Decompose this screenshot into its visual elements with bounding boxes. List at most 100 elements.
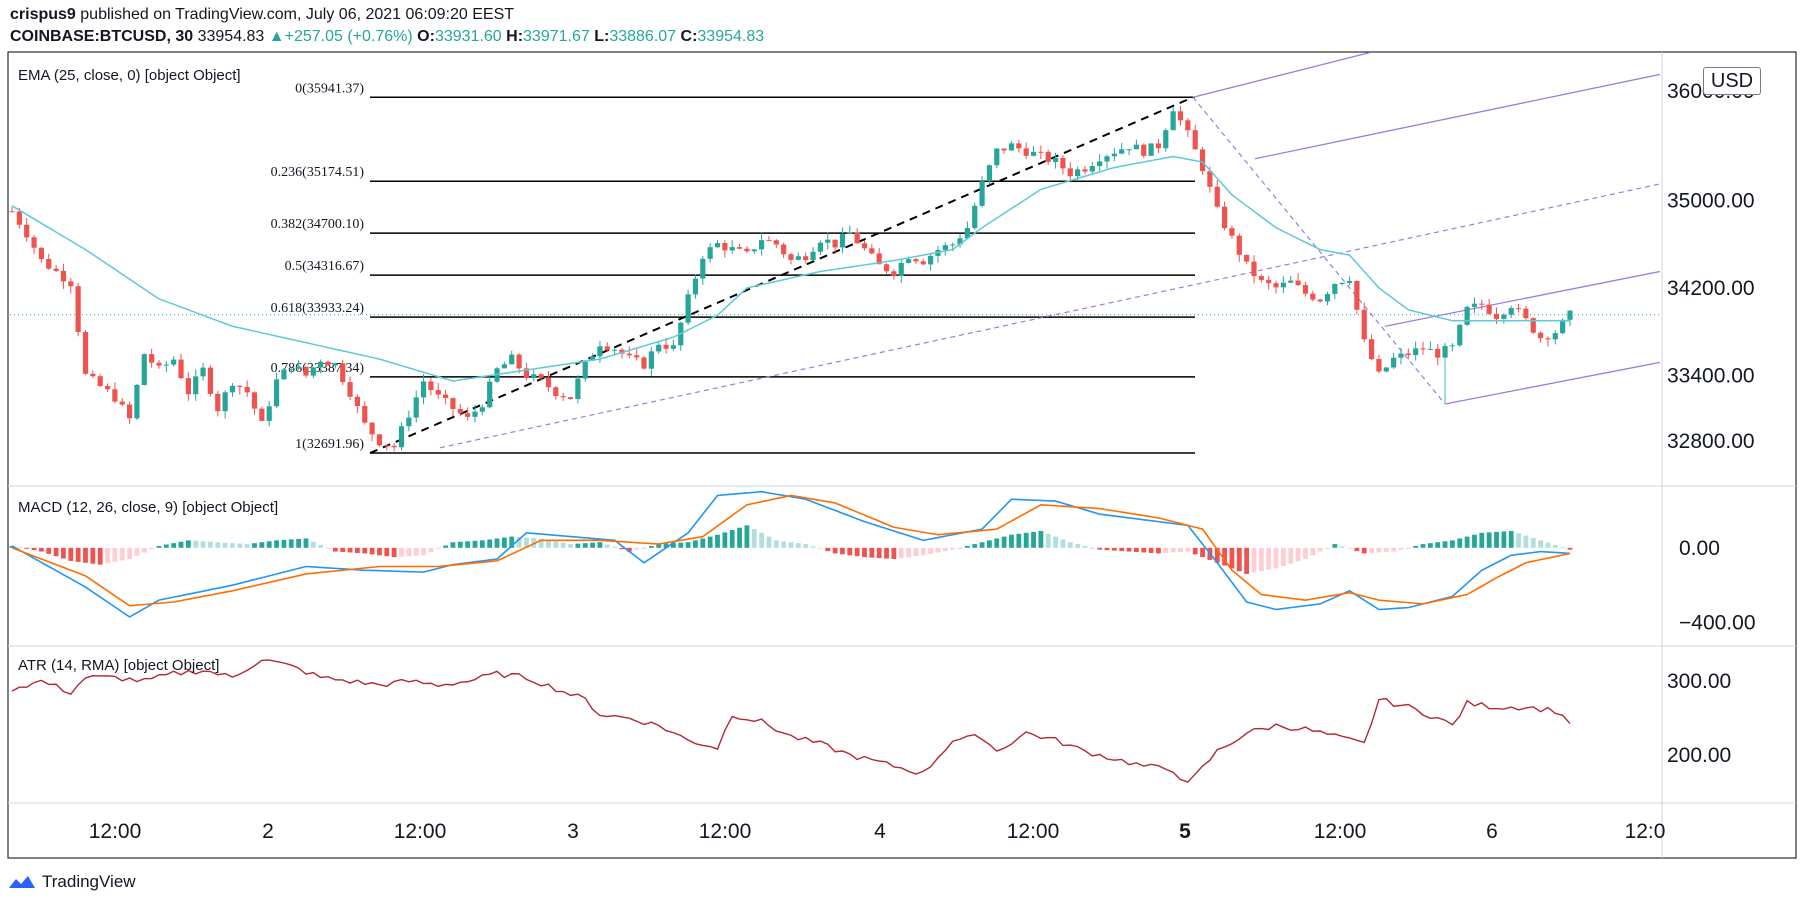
candle-body: [1523, 308, 1529, 319]
candle-body: [788, 254, 794, 260]
macd-histogram-bar: [332, 547, 338, 552]
macd-histogram-bar: [399, 547, 404, 557]
macd-histogram-bar: [1288, 547, 1294, 564]
author-name[interactable]: crispus9: [10, 6, 76, 23]
candle-body: [340, 363, 346, 383]
macd-histogram-bar: [928, 547, 934, 554]
candle-body: [523, 368, 530, 379]
macd-histogram-bar: [1538, 540, 1544, 548]
candle-body: [972, 205, 978, 229]
candle-body: [457, 408, 463, 414]
symbol-info-bar: COINBASE:BTCUSD, 30 33954.83 ▲+257.05 (+…: [10, 28, 764, 46]
macd-histogram-bar: [443, 545, 448, 548]
ema-indicator-label[interactable]: EMA (25, close, 0) [object Object]: [18, 67, 241, 84]
time-axis-tick: 12:00: [89, 820, 142, 843]
macd-indicator-label[interactable]: MACD (12, 26, close, 9) [object Object]: [18, 499, 279, 516]
footer-brand[interactable]: TradingView: [8, 872, 136, 892]
macd-histogram-bar: [1435, 542, 1441, 548]
macd-histogram-bar: [920, 547, 926, 556]
macd-histogram-bar: [413, 547, 419, 556]
candle-body: [531, 374, 537, 379]
macd-histogram-bar: [1332, 544, 1338, 548]
macd-histogram-bar: [1560, 547, 1566, 549]
macd-histogram-bar: [296, 538, 302, 548]
candle-body: [766, 240, 772, 242]
candle-body: [1089, 166, 1095, 172]
macd-histogram-bar: [1280, 547, 1286, 567]
candle-body: [1552, 333, 1558, 340]
candle-body: [413, 397, 419, 418]
macd-histogram-bar: [1038, 530, 1044, 548]
candle-body: [876, 253, 882, 265]
macd-histogram-bar: [193, 540, 199, 548]
macd-histogram-bar: [847, 547, 853, 556]
macd-histogram-bar: [1251, 547, 1257, 573]
macd-histogram-bar: [560, 542, 566, 548]
macd-histogram-bar: [817, 547, 823, 549]
candle-body: [832, 239, 838, 248]
macd-histogram-bar: [501, 537, 507, 548]
macd-histogram-bar: [869, 547, 875, 558]
macd-histogram-bar: [1317, 547, 1323, 552]
candle-body: [296, 366, 302, 369]
currency-badge[interactable]: USD: [1703, 67, 1761, 95]
candle-body: [200, 367, 206, 377]
macd-histogram-bar: [597, 542, 603, 548]
candle-body: [516, 354, 522, 369]
candle-body: [303, 366, 309, 376]
macd-histogram-bar: [1472, 534, 1477, 548]
atr-axis-tick: 200.00: [1667, 744, 1731, 767]
candle-body: [178, 359, 184, 379]
macd-histogram-bar: [435, 547, 441, 549]
candle-body: [1501, 314, 1507, 319]
candle-body: [913, 259, 919, 262]
candle-body: [729, 247, 735, 251]
candle-body: [685, 294, 691, 323]
candle-body: [1163, 130, 1169, 149]
macd-histogram-bar: [781, 541, 787, 548]
candle-body: [171, 359, 177, 365]
price-change: +257.05 (+0.76%): [284, 28, 413, 45]
fib-level-label: 0.5(34316.67): [285, 259, 365, 274]
symbol-name[interactable]: COINBASE:BTCUSD, 30: [10, 28, 194, 45]
macd-histogram-bar: [803, 544, 809, 548]
candle-body: [692, 278, 699, 295]
macd-histogram-bar: [127, 547, 132, 560]
price-axis-tick: 34200.00: [1667, 277, 1755, 300]
macd-histogram-bar: [707, 536, 713, 548]
time-axis-tick: 12:00: [1007, 820, 1060, 843]
macd-histogram-bar: [1479, 532, 1485, 548]
candle-body: [1427, 348, 1433, 350]
candle-body: [663, 344, 669, 349]
macd-histogram-bar: [340, 547, 346, 553]
candle-body: [612, 349, 618, 351]
candle-body: [1567, 310, 1573, 320]
macd-histogram-bar: [795, 543, 801, 548]
candle-body: [1192, 130, 1198, 150]
candle-body: [1339, 282, 1345, 285]
candle-body: [46, 258, 52, 269]
macd-histogram-bar: [369, 547, 375, 555]
candle-body: [1332, 284, 1338, 294]
macd-histogram-bar: [208, 541, 213, 548]
candle-body: [582, 360, 588, 379]
atr-indicator-label[interactable]: ATR (14, RMA) [object Object]: [18, 657, 220, 674]
candle-body: [957, 238, 963, 245]
macd-histogram-bar: [1185, 547, 1191, 552]
high-value: 33971.67: [523, 28, 590, 45]
candle-body: [1442, 346, 1448, 358]
macd-histogram-bar: [1134, 547, 1139, 553]
candle-body: [450, 398, 456, 409]
candle-body: [244, 387, 250, 393]
candle-body: [259, 408, 265, 421]
candle-body: [288, 368, 294, 370]
candle-body: [1199, 149, 1206, 172]
candle-body: [1405, 353, 1411, 356]
macd-histogram-bar: [1347, 547, 1352, 549]
candle-body: [1391, 357, 1397, 368]
macd-histogram-bar: [1383, 547, 1389, 553]
candle-body: [1060, 158, 1066, 169]
candle-body: [53, 268, 59, 271]
macd-histogram-bar: [693, 540, 698, 548]
